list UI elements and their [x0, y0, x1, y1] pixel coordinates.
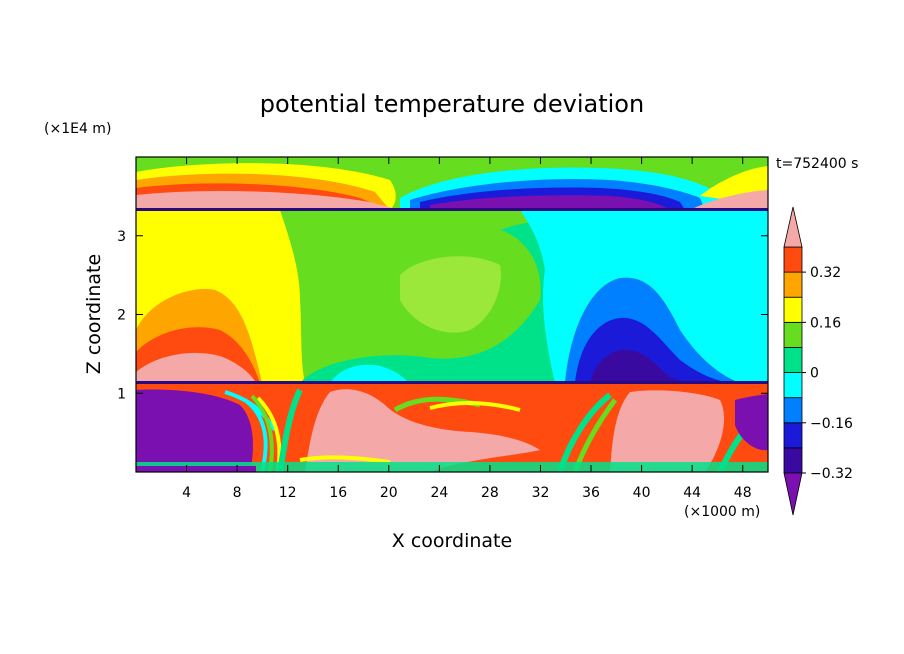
colorbar-swatch	[783, 372, 803, 399]
lower-layer	[136, 384, 768, 472]
colorbar-swatch	[783, 296, 803, 323]
colorbar-swatch	[783, 246, 803, 273]
colorbar-swatch	[783, 271, 803, 298]
upper-purple	[430, 195, 670, 210]
colorbar-label: 0.32	[810, 265, 841, 281]
x-tick-label: 16	[329, 485, 347, 501]
y-axis-label: Z coordinate	[83, 254, 105, 374]
x-tick-label: 40	[633, 485, 651, 501]
middle-layer	[136, 210, 768, 383]
middle-pink	[136, 352, 256, 383]
middle-darkblue	[590, 350, 685, 383]
field-area	[136, 157, 768, 472]
x-tick-label: 28	[481, 485, 499, 501]
x-tick-label: 44	[683, 485, 701, 501]
lower-interface	[136, 381, 768, 384]
x-tick-label: 36	[582, 485, 600, 501]
colorbar-swatch	[783, 321, 803, 348]
x-tick-label: 12	[279, 485, 297, 501]
colorbar-label: −0.16	[810, 416, 853, 432]
y-tick-label: 2	[117, 308, 126, 324]
colorbar-min-triangle	[783, 472, 803, 516]
middle-lightgreen-patch	[400, 256, 501, 333]
y-tick-label: 3	[117, 229, 126, 245]
x-tick-label: 48	[734, 485, 752, 501]
lower-bottom-band-purple	[136, 466, 256, 472]
y-unit-label: (×1E4 m)	[44, 121, 111, 137]
x-tick-label: 32	[532, 485, 550, 501]
upper-interface	[136, 208, 768, 211]
chart-title: potential temperature deviation	[260, 90, 644, 118]
x-unit-label: (×1000 m)	[684, 504, 760, 520]
x-tick-label: 4	[182, 485, 191, 501]
lower-filament-yellow	[299, 400, 521, 464]
colorbar-max-triangle	[783, 206, 803, 248]
colorbar-label: −0.32	[810, 466, 853, 482]
x-axis-ticks: 4 8 12 16 20 24 28 32 36 40 44 48	[182, 157, 752, 501]
upper-pink	[136, 190, 400, 210]
colorbar-swatch	[783, 347, 803, 373]
x-tick-label: 24	[430, 485, 448, 501]
y-axis-ticks: 1 2 3	[117, 229, 768, 402]
x-tick-label: 8	[233, 485, 242, 501]
colorbar: 0.32 0.16 0 −0.16 −0.32	[783, 206, 853, 516]
colorbar-swatch	[783, 447, 803, 474]
y-tick-label: 1	[117, 386, 126, 402]
lower-pink-right	[610, 390, 725, 472]
lower-purple-left	[136, 389, 253, 472]
lower-purple-right	[735, 394, 768, 451]
lower-bottom-band	[136, 462, 768, 472]
upper-layer	[136, 163, 768, 210]
middle-cyan-blob	[330, 364, 408, 383]
colorbar-label: 0	[810, 366, 819, 382]
colorbar-swatch	[783, 422, 803, 449]
colorbar-swatch	[783, 397, 803, 424]
colorbar-label: 0.16	[810, 315, 841, 331]
upper-right-pink	[690, 190, 768, 210]
lower-pink-center	[305, 389, 540, 472]
time-label: t=752400 s	[776, 156, 858, 172]
x-axis-label: X coordinate	[392, 530, 512, 552]
x-tick-label: 20	[380, 485, 398, 501]
